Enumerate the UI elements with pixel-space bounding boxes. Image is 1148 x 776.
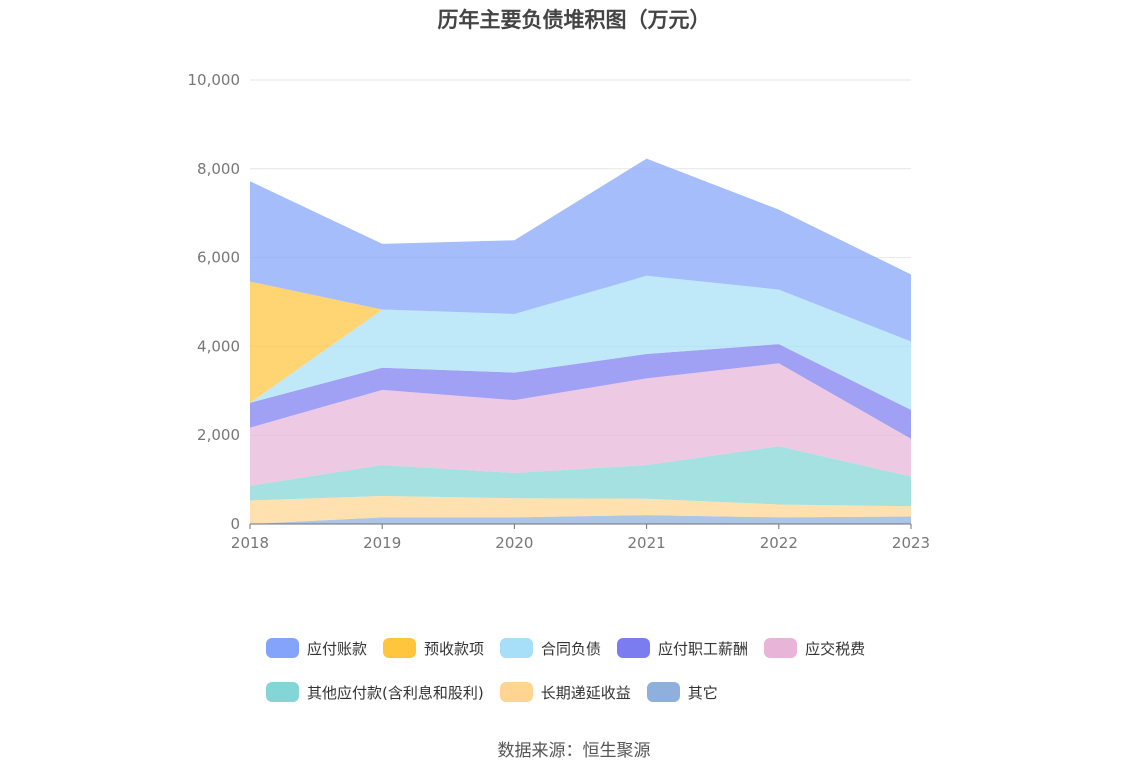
legend-label: 合同负债 bbox=[541, 639, 602, 658]
y-tick-label: 4,000 bbox=[197, 337, 240, 355]
y-tick-label: 6,000 bbox=[197, 249, 240, 267]
legend-item[interactable]: 预收款项 bbox=[383, 638, 484, 658]
legend-item[interactable]: 合同负债 bbox=[500, 638, 601, 658]
legend-swatch bbox=[646, 682, 680, 702]
legend-label: 应交税费 bbox=[805, 639, 866, 658]
y-tick-label: 8,000 bbox=[197, 160, 240, 178]
y-tick-label: 10,000 bbox=[188, 71, 241, 89]
legend-label: 预收款项 bbox=[424, 639, 485, 658]
x-tick-label: 2018 bbox=[231, 534, 269, 552]
x-tick-label: 2023 bbox=[892, 534, 930, 552]
x-tick-label: 2022 bbox=[760, 534, 798, 552]
y-tick-label: 2,000 bbox=[197, 426, 240, 444]
legend-item[interactable]: 长期递延收益 bbox=[499, 682, 631, 702]
area-series bbox=[250, 363, 911, 486]
legend-swatch bbox=[266, 682, 299, 702]
area-series bbox=[250, 496, 911, 524]
legend-swatch bbox=[764, 638, 798, 658]
legend-label: 长期递延收益 bbox=[540, 683, 631, 702]
legend-item[interactable]: 其他应付款(含利息和股利) bbox=[266, 682, 484, 702]
legend-label: 应付职工薪酬 bbox=[658, 639, 749, 658]
x-tick-label: 2021 bbox=[628, 534, 666, 552]
area-series bbox=[250, 515, 911, 524]
legend-item[interactable]: 其它 bbox=[646, 682, 718, 702]
legend-swatch bbox=[499, 682, 533, 702]
legend: 应付账款 预收款项 合同负债 应付职工薪酬 应交税费其他应付款(含利息和股利) 长期递延收… bbox=[266, 638, 906, 702]
legend-swatch bbox=[500, 638, 534, 658]
legend-item[interactable]: 应交税费 bbox=[764, 638, 865, 658]
legend-swatch bbox=[383, 638, 417, 658]
legend-swatch bbox=[266, 638, 299, 658]
legend-label: 其它 bbox=[687, 683, 718, 702]
area-series bbox=[250, 446, 911, 507]
y-tick-label: 0 bbox=[230, 515, 240, 533]
legend-label: 其他应付款(含利息和股利) bbox=[307, 683, 484, 702]
stacked-area-chart: 0 2,000 4,000 6,000 8,000 10,000 2018 2019 2020 2… bbox=[188, 71, 931, 552]
area-series bbox=[250, 158, 911, 342]
chart-title: 历年主要负债堆积图（万元） bbox=[437, 8, 711, 32]
data-source: 数据来源：恒生聚源 bbox=[497, 741, 651, 761]
area-series bbox=[250, 275, 911, 410]
legend-item[interactable]: 应付账款 bbox=[266, 638, 367, 658]
x-tick-label: 2020 bbox=[495, 534, 533, 552]
x-tick-label: 2019 bbox=[363, 534, 401, 552]
legend-row: 应付账款 预收款项 合同负债 应付职工薪酬 应交税费其他应付款(含利息和股利) 长期递延收… bbox=[266, 638, 906, 702]
legend-label: 应付账款 bbox=[307, 639, 368, 658]
legend-swatch bbox=[617, 638, 651, 658]
legend-item[interactable]: 应付职工薪酬 bbox=[617, 638, 748, 658]
